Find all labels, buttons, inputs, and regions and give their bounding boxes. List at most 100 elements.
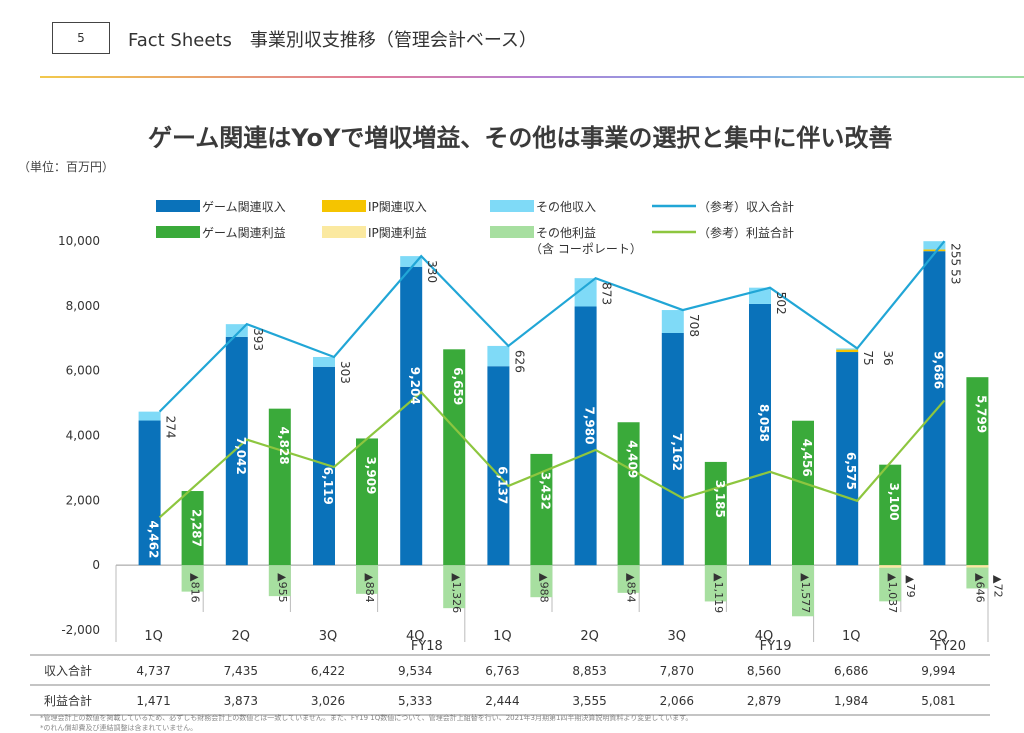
x-tick-label: 1Q xyxy=(842,629,861,644)
table-cell: 4,737 xyxy=(136,664,170,678)
y-tick-label: 8,000 xyxy=(66,299,100,313)
label-game-profit: 3,432 xyxy=(538,472,552,510)
label-other-revenue: 502 xyxy=(774,292,788,315)
legend-swatch xyxy=(322,200,366,212)
table-cell: 1,984 xyxy=(834,694,868,708)
legend-swatch xyxy=(156,200,200,212)
legend-label: IP関連利益 xyxy=(368,226,427,240)
bar-other-revenue xyxy=(487,345,510,367)
label-game-profit: 4,409 xyxy=(626,440,640,478)
x-tick-label: 4Q xyxy=(406,629,425,644)
bars xyxy=(138,241,989,617)
table-cell: 8,853 xyxy=(572,664,606,678)
footnote-1: *管理会計上の数値を掲載しているため、必ずしも財務会計上の数値とは一致していませ… xyxy=(40,714,693,722)
table-cell: 3,873 xyxy=(224,694,258,708)
label-other-revenue: 274 xyxy=(164,416,178,439)
footnote-2: *のれん償却費及び連結調整は含まれていません。 xyxy=(40,724,198,732)
x-tick-label: 1Q xyxy=(144,629,163,644)
header-divider xyxy=(40,76,1024,78)
table-cell: 7,870 xyxy=(660,664,694,678)
bar-game-profit xyxy=(356,438,378,566)
table-cell: 9,534 xyxy=(398,664,432,678)
label-other-revenue: 626 xyxy=(512,350,526,373)
bar-ip-revenue xyxy=(836,349,859,353)
legend-label: （参考）収入合計 xyxy=(698,199,794,214)
bar-game-profit xyxy=(704,461,727,566)
bar-ip-revenue xyxy=(923,249,946,252)
label-game-profit: 4,828 xyxy=(277,427,291,465)
label-game-revenue: 7,162 xyxy=(670,433,684,471)
bar-game-revenue xyxy=(661,332,684,566)
table-cell: 3,555 xyxy=(572,694,606,708)
label-ip-revenue: 75 xyxy=(861,350,875,365)
table-cell: 2,066 xyxy=(660,694,694,708)
legend-swatch xyxy=(322,226,366,238)
table-cell: 1,471 xyxy=(136,694,170,708)
bar-other-revenue xyxy=(138,411,161,421)
table-cell: 3,026 xyxy=(311,694,345,708)
label-game-profit: 3,909 xyxy=(364,456,378,494)
label-ip-profit: ▲72 xyxy=(991,575,1004,597)
y-tick-label: 2,000 xyxy=(66,493,100,507)
label-game-profit: 3,100 xyxy=(887,483,901,521)
legend-swatch xyxy=(490,226,534,238)
y-tick-label: -2,000 xyxy=(61,623,100,637)
label-game-revenue: 6,119 xyxy=(321,467,335,505)
chart-headline: ゲーム関連はYoYで増収増益、その他は事業の選択と集中に伴い改善 xyxy=(148,124,893,152)
label-other-revenue: 255 xyxy=(948,243,962,266)
legend-label: その他収入 xyxy=(536,200,596,214)
x-tick-label: 4Q xyxy=(755,629,774,644)
label-other-revenue: 708 xyxy=(687,314,701,337)
label-game-revenue: 6,575 xyxy=(844,452,858,490)
table-cell: 2,444 xyxy=(485,694,519,708)
label-other-profit: ▲1,326 xyxy=(450,573,463,613)
unit-label: （単位：百万円） xyxy=(18,160,115,174)
bar-other-profit xyxy=(792,565,814,617)
bar-other-profit xyxy=(966,567,989,589)
bar-game-revenue xyxy=(487,366,510,566)
bar-other-profit xyxy=(704,565,727,602)
label-game-profit: 6,659 xyxy=(451,367,465,405)
table-cell: 8,560 xyxy=(747,664,781,678)
label-other-revenue: 873 xyxy=(600,282,614,305)
label-game-revenue: 6,137 xyxy=(495,466,509,504)
bar-other-profit xyxy=(268,565,291,597)
table-cell: 9,994 xyxy=(921,664,955,678)
label-game-revenue: 7,042 xyxy=(234,437,248,475)
label-other-profit: ▲1,577 xyxy=(799,573,812,613)
bar-other-profit xyxy=(530,565,553,598)
label-other-profit: ▲988 xyxy=(537,573,550,602)
page-title: Fact Sheets 事業別収支推移（管理会計ベース） xyxy=(128,30,537,51)
label-other-profit: ▲646 xyxy=(973,573,986,602)
label-game-revenue: 9,204 xyxy=(408,367,422,405)
table-cell: 5,081 xyxy=(921,694,955,708)
legend-label: ゲーム関連利益 xyxy=(202,226,286,240)
label-other-profit: ▲1,119 xyxy=(712,573,725,613)
legend-label: ゲーム関連収入 xyxy=(202,200,286,214)
fiscal-year-label: FY20 xyxy=(934,639,966,654)
bar-game-profit xyxy=(443,349,466,566)
bar-game-profit xyxy=(879,464,902,566)
y-tick-label: 0 xyxy=(92,558,100,572)
table-row-label: 収入合計 xyxy=(44,663,92,678)
profit-total-line xyxy=(158,390,946,519)
bar-other-revenue xyxy=(574,278,597,307)
table-cell: 5,333 xyxy=(398,694,432,708)
table-cell: 6,422 xyxy=(311,664,345,678)
bar-ip-profit xyxy=(966,565,989,568)
label-game-revenue: 7,980 xyxy=(583,406,597,444)
label-game-revenue: 8,058 xyxy=(757,404,771,442)
label-ip-profit: ▲79 xyxy=(904,575,917,597)
bar-ip-profit xyxy=(879,565,902,568)
bar-other-profit xyxy=(181,565,204,592)
y-tick-label: 6,000 xyxy=(66,364,100,378)
legend-label: IP関連収入 xyxy=(368,200,427,214)
bar-other-profit xyxy=(879,567,902,602)
x-tick-label: 2Q xyxy=(929,629,948,644)
legend-label: （含 コーポレート） xyxy=(530,241,642,256)
label-game-profit: 3,185 xyxy=(713,480,727,518)
summary-table: 収入合計 4,737 7,435 6,422 9,534 6,763 8,853 7,870 8… xyxy=(30,654,990,716)
legend-label: その他利益 xyxy=(536,226,596,240)
